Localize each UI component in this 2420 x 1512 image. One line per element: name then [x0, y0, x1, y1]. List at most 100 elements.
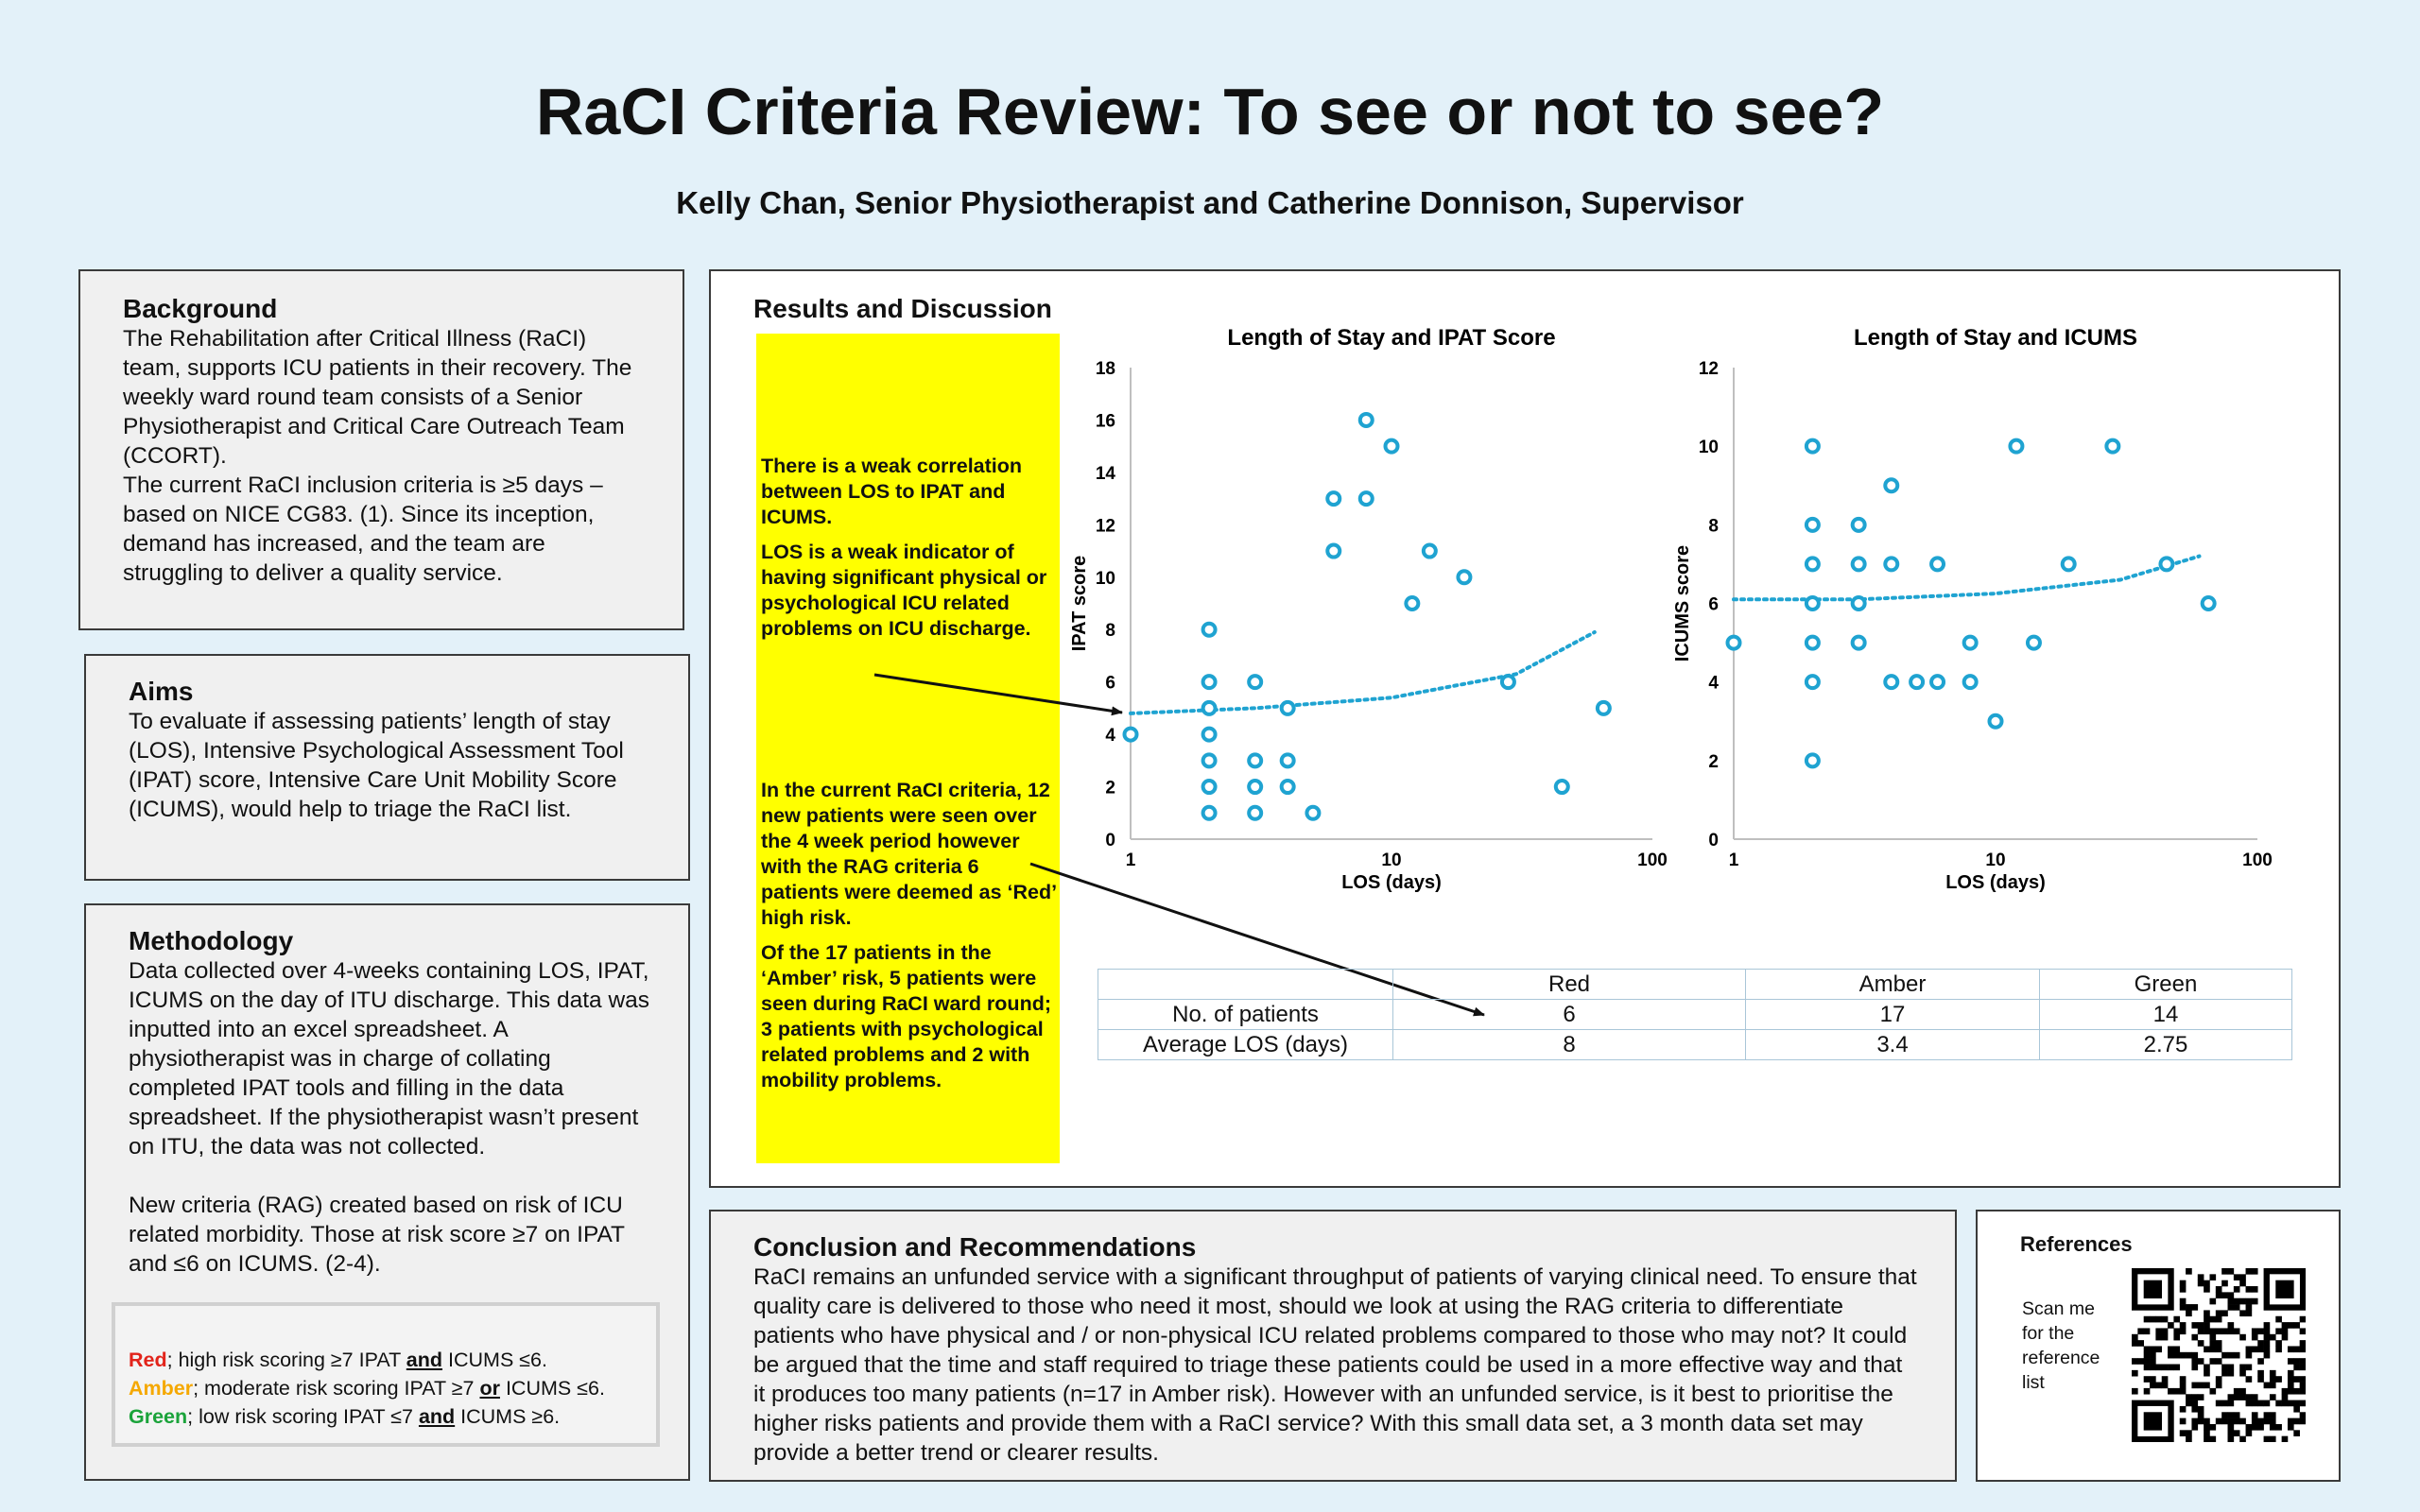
methodology-paragraph-1: Data collected over 4-weeks containing L…: [129, 958, 650, 1160]
data-point: [1279, 699, 1296, 716]
trend-line: [1732, 554, 2202, 602]
y-tick-label: 8: [1708, 516, 1719, 536]
table-row: Average LOS (days) 8 3.4 2.75: [1098, 1029, 2292, 1060]
background-paragraph-1: The Rehabilitation after Critical Illnes…: [123, 326, 632, 469]
data-point: [1553, 779, 1570, 796]
data-point: [1357, 411, 1374, 428]
data-point: [1883, 477, 1900, 494]
ipat-scatter-chart: Length of Stay and IPAT Score 0 2 4 6 8 10 12 14…: [1069, 325, 1668, 893]
rag-green-text-b: ICUMS ≥6.: [455, 1405, 561, 1428]
results-heading: Results and Discussion: [753, 294, 1052, 323]
data-point: [1883, 556, 1900, 573]
references-panel: References Scan me for the reference lis…: [1976, 1210, 2341, 1482]
trend-line: [1129, 630, 1597, 715]
data-point: [1909, 674, 1926, 691]
x-tick-label: 1: [1126, 850, 1136, 870]
table-header-green: Green: [2039, 969, 2292, 1000]
data-point: [1201, 804, 1218, 821]
qr-code-icon[interactable]: [2132, 1268, 2306, 1442]
table-cell: 3.4: [1745, 1029, 2040, 1060]
conclusion-heading: Conclusion and Recommendations: [753, 1232, 1197, 1262]
rag-amber-or: or: [479, 1377, 500, 1400]
chart-title: Length of Stay and IPAT Score: [1227, 325, 1555, 351]
rag-amber-text-b: ICUMS ≤6.: [499, 1377, 605, 1400]
scan-instruction[interactable]: Scan me for the reference list: [2022, 1298, 2100, 1393]
data-point: [1595, 699, 1612, 716]
data-point: [1279, 752, 1296, 769]
conclusion-panel: Conclusion and Recommendations RaCI rema…: [709, 1210, 1957, 1482]
aims-heading: Aims: [129, 677, 194, 706]
table-header-row: Red Amber Green: [1098, 969, 2292, 1000]
finding-los-indicator: LOS is a weak indicator of having signif…: [761, 541, 1047, 640]
data-point: [1421, 542, 1438, 559]
rag-red-line: Red; high risk scoring ≥7 IPAT and ICUMS…: [129, 1346, 656, 1374]
data-point: [1929, 556, 1946, 573]
table-cell: No. of patients: [1098, 999, 1393, 1030]
data-point: [1499, 674, 1516, 691]
y-tick-label: 2: [1708, 752, 1719, 772]
chart-title: Length of Stay and ICUMS: [1854, 325, 2137, 351]
y-tick-label: 10: [1699, 438, 1719, 457]
data-point: [1383, 438, 1400, 455]
data-point: [1804, 674, 1821, 691]
table-cell: 2.75: [2039, 1029, 2292, 1060]
table-cell: 6: [1392, 999, 1746, 1030]
key-findings-highlight: [756, 334, 1060, 1163]
rag-green-text-a: ; low risk scoring IPAT ≤7: [187, 1405, 419, 1428]
data-point: [1929, 674, 1946, 691]
y-tick-label: 18: [1096, 359, 1115, 379]
table-header-blank: [1098, 969, 1393, 1000]
data-point: [1404, 595, 1421, 611]
data-point: [1883, 674, 1900, 691]
y-axis-label: ICUMS score: [1672, 545, 1693, 662]
table-cell: Average LOS (days): [1098, 1029, 1393, 1060]
background-panel: Background The Rehabilitation after Crit…: [78, 269, 684, 630]
methodology-paragraph-2: New criteria (RAG) created based on risk…: [129, 1193, 625, 1277]
poster-authors: Kelly Chan, Senior Physiotherapist and C…: [676, 185, 1744, 220]
rag-amber-text-a: ; moderate risk scoring IPAT ≥7: [193, 1377, 480, 1400]
y-tick-label: 4: [1105, 726, 1115, 746]
table-header-red: Red: [1392, 969, 1746, 1000]
y-tick-label: 0: [1708, 831, 1719, 850]
arrow-to-ipat-trend: [873, 673, 1123, 716]
background-heading: Background: [123, 294, 278, 323]
data-point: [1325, 490, 1342, 507]
data-point: [1456, 569, 1473, 586]
x-tick-label: 10: [1381, 850, 1401, 870]
x-tick-label: 1: [1729, 850, 1739, 870]
data-point: [1247, 752, 1264, 769]
y-tick-label: 8: [1105, 621, 1115, 641]
data-point: [1279, 779, 1296, 796]
data-point: [1201, 674, 1218, 691]
data-point: [1122, 726, 1139, 743]
data-point: [1357, 490, 1374, 507]
data-point: [1850, 516, 1867, 533]
x-tick-label: 10: [1985, 850, 2005, 870]
x-tick-label: 100: [2242, 850, 2273, 870]
conclusion-paragraph: RaCI remains an unfunded service with a …: [753, 1264, 1917, 1466]
rag-red-and: and: [406, 1349, 443, 1371]
rag-amber-label: Amber: [129, 1377, 194, 1400]
rag-amber-line: Amber; moderate risk scoring IPAT ≥7 or …: [129, 1374, 656, 1402]
rag-green-label: Green: [129, 1405, 188, 1428]
data-point: [1201, 621, 1218, 638]
data-point: [1804, 634, 1821, 651]
finding-amber-risk: Of the 17 patients in the ‘Amber’ risk, …: [761, 941, 1051, 1091]
table-cell: 14: [2039, 999, 2292, 1030]
findings-top: There is a weak correlation between LOS …: [761, 454, 1059, 651]
data-point: [1850, 595, 1867, 611]
y-axis-label: IPAT score: [1069, 556, 1090, 652]
rag-green-and: and: [418, 1405, 456, 1428]
y-tick-label: 0: [1105, 831, 1115, 850]
poster-title: RaCI Criteria Review: To see or not to s…: [535, 75, 1885, 148]
y-tick-label: 2: [1105, 779, 1115, 799]
data-point: [1804, 752, 1821, 769]
aims-paragraph: To evaluate if assessing patients’ lengt…: [129, 709, 624, 822]
background-paragraph-2: The current RaCI inclusion criteria is ≥…: [123, 472, 603, 586]
x-axis-label: LOS (days): [1341, 872, 1442, 893]
finding-weak-correlation: There is a weak correlation between LOS …: [761, 455, 1023, 528]
data-point: [2104, 438, 2121, 455]
data-point: [2060, 556, 2077, 573]
rag-criteria-box: Red; high risk scoring ≥7 IPAT and ICUMS…: [112, 1302, 660, 1447]
